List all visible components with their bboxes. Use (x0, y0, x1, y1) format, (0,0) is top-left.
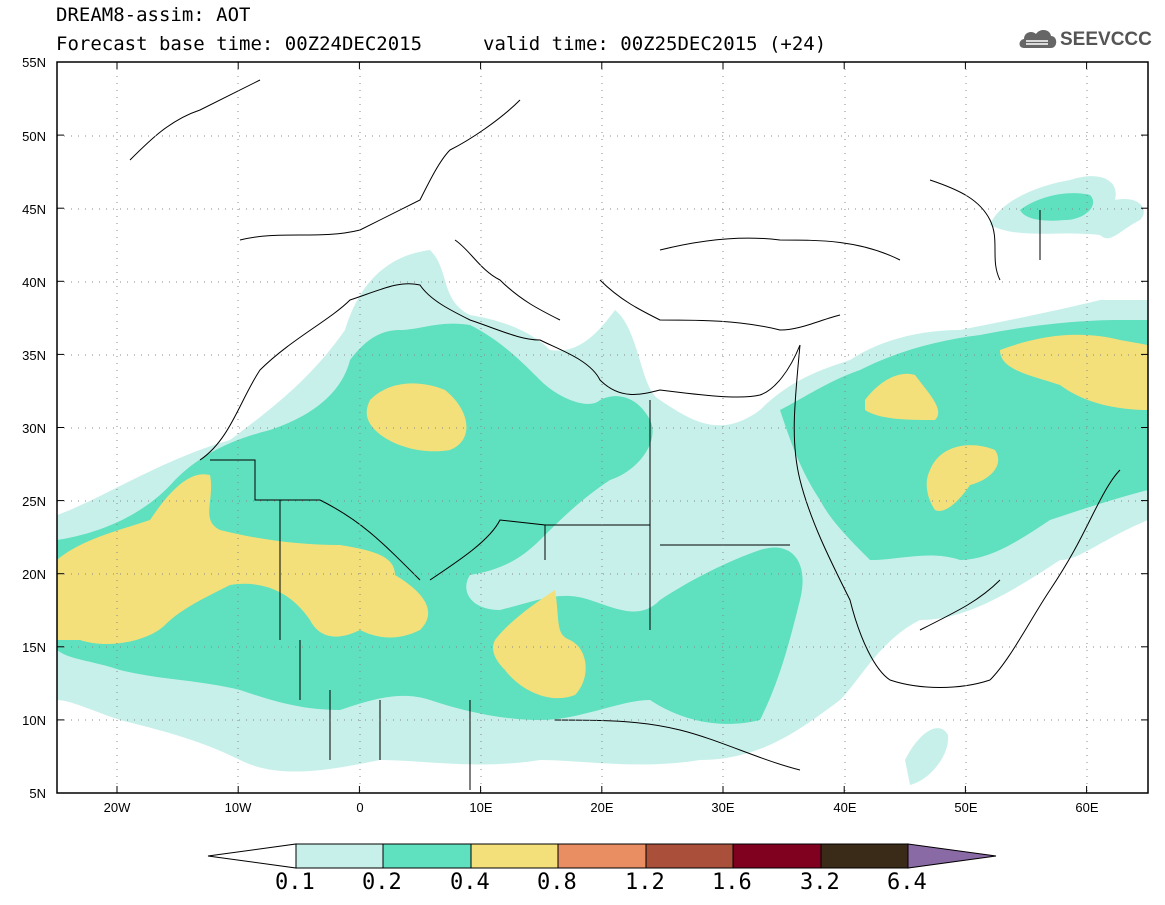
lat-label: 15N (22, 640, 46, 655)
axis-ticks (57, 61, 1148, 794)
lat-label: 55N (22, 55, 46, 70)
aot-contour-0.4-iraq (865, 373, 939, 420)
lon-label: 20W (104, 800, 131, 815)
aot-contour-0.4-algeria (366, 383, 467, 452)
lon-label: 60E (1075, 800, 1098, 815)
colorbar-end-left (207, 843, 297, 869)
lat-label: 40N (22, 275, 46, 290)
colorbar-bin (820, 843, 909, 869)
lat-labels: 55N 50N 45N 40N 35N 30N 25N 20N 15N 10N … (22, 55, 46, 801)
chart-title: DREAM8-assim: AOT (56, 4, 251, 26)
colorbar-bin (645, 843, 734, 869)
colorbar-bin (732, 843, 822, 869)
colorbar-label: 0.2 (362, 870, 402, 895)
forecast-base-time: Forecast base time: 00Z24DEC2015 (56, 33, 423, 55)
colorbar-label: 6.4 (887, 870, 927, 895)
colorbar-label: 0.1 (275, 870, 315, 895)
colorbar-bin (470, 843, 559, 869)
lon-labels: 20W 10W 0 10E 20E 30E 40E 50E 60E (104, 800, 1099, 815)
lat-label: 45N (22, 202, 46, 217)
aot-contour-0.1-somalia (905, 728, 949, 785)
aot-contour-0.4-westafrica (57, 474, 429, 645)
logo-text: SEEVCCC (1060, 29, 1152, 50)
colorbar-label: 3.2 (800, 870, 840, 895)
aot-contour-0.4-iran (1000, 334, 1148, 410)
lon-label: 20E (590, 800, 613, 815)
lon-label: 50E (954, 800, 977, 815)
lat-label: 10N (22, 713, 46, 728)
colorbar-bin (557, 843, 647, 869)
aot-contour-0.4-gulf (926, 445, 999, 511)
lon-label: 30E (711, 800, 734, 815)
lon-label: 40E (833, 800, 856, 815)
cloud-logo-icon (1019, 30, 1057, 48)
colorbar-bin (382, 843, 472, 869)
lat-label: 50N (22, 129, 46, 144)
colorbar-label: 1.6 (712, 870, 752, 895)
lat-label: 20N (22, 567, 46, 582)
colorbar-end-right (907, 843, 997, 869)
aot-contour-0.4-chad (493, 590, 586, 699)
colorbar-label: 0.4 (450, 870, 490, 895)
lon-label: 10E (469, 800, 492, 815)
lat-label: 35N (22, 348, 46, 363)
colorbar-bin (295, 843, 384, 869)
colorbar-label: 0.8 (537, 870, 577, 895)
aot-contour-0.2 (57, 323, 803, 724)
coastline-borders (129, 79, 1121, 790)
graticule-grid (57, 62, 1148, 793)
lon-label: 0 (356, 800, 363, 815)
lat-label: 30N (22, 421, 46, 436)
colorbar-label: 1.2 (625, 870, 665, 895)
valid-time: valid time: 00Z25DEC2015 (+24) (483, 33, 827, 55)
aot-contour-0.2-caspian (1020, 193, 1094, 221)
colorbar (207, 843, 997, 869)
lat-label: 25N (22, 494, 46, 509)
lon-label: 10W (225, 800, 252, 815)
lat-label: 5N (29, 786, 46, 801)
